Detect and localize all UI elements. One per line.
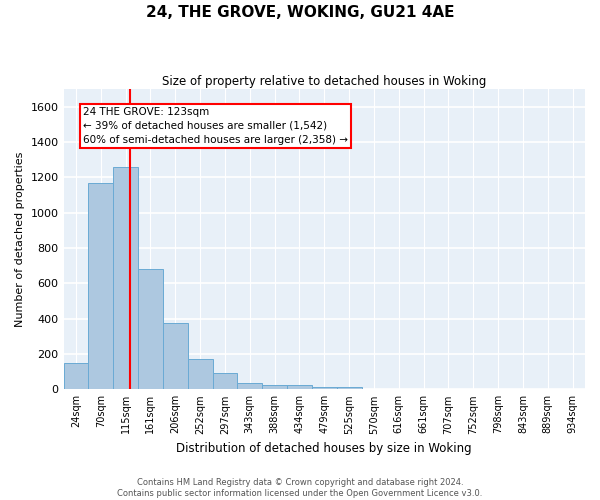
Bar: [188, 360, 212, 390]
Text: Contains HM Land Registry data © Crown copyright and database right 2024.
Contai: Contains HM Land Registry data © Crown c…: [118, 478, 482, 498]
Title: Size of property relative to detached houses in Woking: Size of property relative to detached ho…: [162, 75, 487, 88]
Text: 24, THE GROVE, WOKING, GU21 4AE: 24, THE GROVE, WOKING, GU21 4AE: [146, 5, 454, 20]
Bar: [113, 167, 138, 390]
Text: 24 THE GROVE: 123sqm
← 39% of detached houses are smaller (1,542)
60% of semi-de: 24 THE GROVE: 123sqm ← 39% of detached h…: [83, 107, 348, 145]
Bar: [88, 182, 113, 390]
Bar: [138, 270, 163, 390]
Bar: [238, 383, 262, 390]
Bar: [312, 386, 337, 390]
Bar: [64, 363, 88, 390]
Bar: [287, 386, 312, 390]
Y-axis label: Number of detached properties: Number of detached properties: [15, 152, 25, 327]
Bar: [212, 374, 238, 390]
Bar: [262, 385, 287, 390]
Bar: [163, 323, 188, 390]
X-axis label: Distribution of detached houses by size in Woking: Distribution of detached houses by size …: [176, 442, 472, 455]
Bar: [337, 386, 362, 390]
